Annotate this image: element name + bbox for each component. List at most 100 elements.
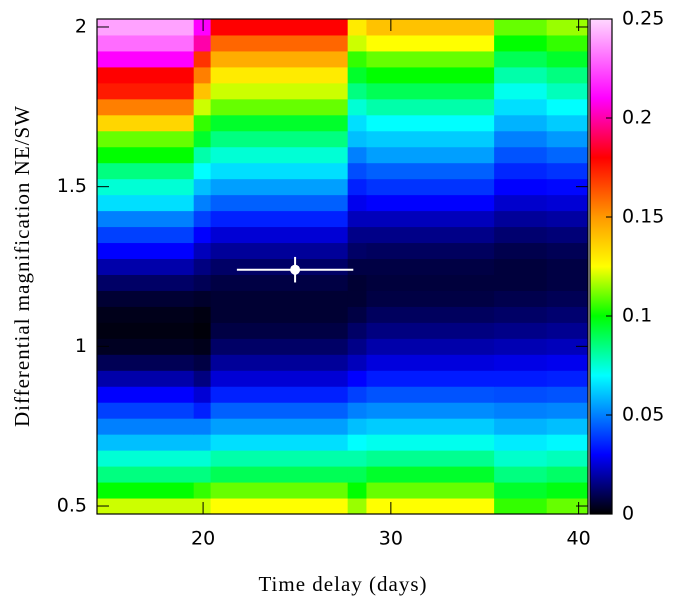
heatmap-cell xyxy=(494,98,548,116)
heatmap-cell xyxy=(366,306,495,323)
heatmap-cell xyxy=(347,386,367,403)
heatmap-cell xyxy=(193,386,212,403)
heatmap-cell xyxy=(494,498,548,515)
heatmap-cell xyxy=(210,402,349,419)
heatmap-cell xyxy=(366,370,495,387)
heatmap-cell xyxy=(347,162,367,180)
colorbar-tick-label: 0.1 xyxy=(622,305,652,327)
heatmap-cell xyxy=(494,482,548,499)
heatmap-cell xyxy=(546,210,589,228)
colorbar-tick-label: 0.25 xyxy=(622,8,664,30)
x-tick-label: 30 xyxy=(379,528,403,550)
heatmap-cell xyxy=(193,498,212,515)
heatmap-cell xyxy=(97,402,195,419)
heatmap-cell xyxy=(210,194,349,212)
heatmap-cell xyxy=(366,130,495,148)
heatmap-cell xyxy=(210,210,349,228)
heatmap-cell xyxy=(347,418,367,435)
heatmap-cell xyxy=(347,34,367,52)
heatmap-cell xyxy=(366,338,495,355)
heatmap-cell xyxy=(97,290,195,307)
heatmap-cell xyxy=(97,34,195,52)
heatmap-cell xyxy=(494,354,548,371)
heatmap-cell xyxy=(494,466,548,483)
heatmap-cell xyxy=(494,114,548,132)
heatmap-cell xyxy=(366,498,495,515)
heatmap-cell xyxy=(546,386,589,403)
heatmap-cell xyxy=(546,82,589,100)
heatmap-cell xyxy=(210,306,349,323)
heatmap-cell xyxy=(193,482,212,499)
heatmap-cell xyxy=(210,338,349,355)
heatmap-cell xyxy=(366,82,495,100)
heatmap-cell xyxy=(97,274,195,291)
heatmap-cell xyxy=(546,306,589,323)
heatmap-cell xyxy=(193,178,212,196)
heatmap-cell xyxy=(546,466,589,483)
heatmap-cell xyxy=(193,210,212,228)
heatmap-cell xyxy=(546,418,589,435)
heatmap-cell xyxy=(546,19,589,36)
heatmap-cell xyxy=(193,338,212,355)
colorbar-tick-label: 0.2 xyxy=(622,107,652,129)
heatmap-cell xyxy=(347,290,367,307)
heatmap-cell xyxy=(546,322,589,339)
heatmap-cell xyxy=(546,370,589,387)
heatmap-cell xyxy=(366,194,495,212)
colorbar-tick-label: 0 xyxy=(622,503,634,525)
heatmap-cell xyxy=(347,370,367,387)
heatmap-cell xyxy=(494,34,548,52)
heatmap-cell xyxy=(347,226,367,244)
heatmap-cell xyxy=(193,19,212,36)
heatmap-cell xyxy=(347,210,367,228)
heatmap-cell xyxy=(546,114,589,132)
colorbar xyxy=(589,18,613,515)
heatmap-cell xyxy=(97,498,195,515)
heatmap-cell xyxy=(193,34,212,52)
heatmap-cell xyxy=(546,162,589,180)
heatmap-cell xyxy=(347,354,367,371)
x-tick-label: 20 xyxy=(191,528,215,550)
heatmap-cell xyxy=(97,98,195,116)
heatmap-cell xyxy=(193,194,212,212)
colorbar-tick-label: 0.15 xyxy=(622,206,664,228)
heatmap-cell xyxy=(97,242,195,260)
heatmap-cell xyxy=(210,370,349,387)
heatmap-cell xyxy=(546,482,589,499)
heatmap-cell xyxy=(366,450,495,467)
heatmap-cell xyxy=(546,258,589,275)
heatmap-cell xyxy=(97,162,195,180)
heatmap-cell xyxy=(347,50,367,68)
heatmap-cell xyxy=(210,434,349,451)
heatmap-cell xyxy=(366,418,495,435)
heatmap-cell xyxy=(193,50,212,68)
heatmap-cell xyxy=(210,242,349,260)
heatmap-cell xyxy=(97,306,195,323)
heatmap-cell xyxy=(97,466,195,483)
heatmap-cell xyxy=(494,50,548,68)
heatmap-cell xyxy=(210,322,349,339)
heatmap-cell xyxy=(193,242,212,260)
heatmap-cell xyxy=(97,210,195,228)
heatmap-cell xyxy=(210,66,349,84)
heatmap-cell xyxy=(210,258,349,275)
heatmap-cell xyxy=(546,434,589,451)
heatmap-cell xyxy=(366,482,495,499)
heatmap-cell xyxy=(193,258,212,275)
heatmap-cell xyxy=(347,450,367,467)
heatmap-cell xyxy=(97,130,195,148)
heatmap-cell xyxy=(210,386,349,403)
heatmap-cell xyxy=(193,434,212,451)
heatmap-cell xyxy=(546,34,589,52)
heatmap-cell xyxy=(193,226,212,244)
heatmap-cell xyxy=(210,19,349,36)
heatmap-cell xyxy=(494,402,548,419)
heatmap-cell xyxy=(347,466,367,483)
heatmap-cell xyxy=(494,82,548,100)
heatmap-cell xyxy=(494,178,548,196)
heatmap-cell xyxy=(193,290,212,307)
heatmap-cell xyxy=(347,306,367,323)
heatmap-cell xyxy=(210,418,349,435)
heatmap-cell xyxy=(546,226,589,244)
